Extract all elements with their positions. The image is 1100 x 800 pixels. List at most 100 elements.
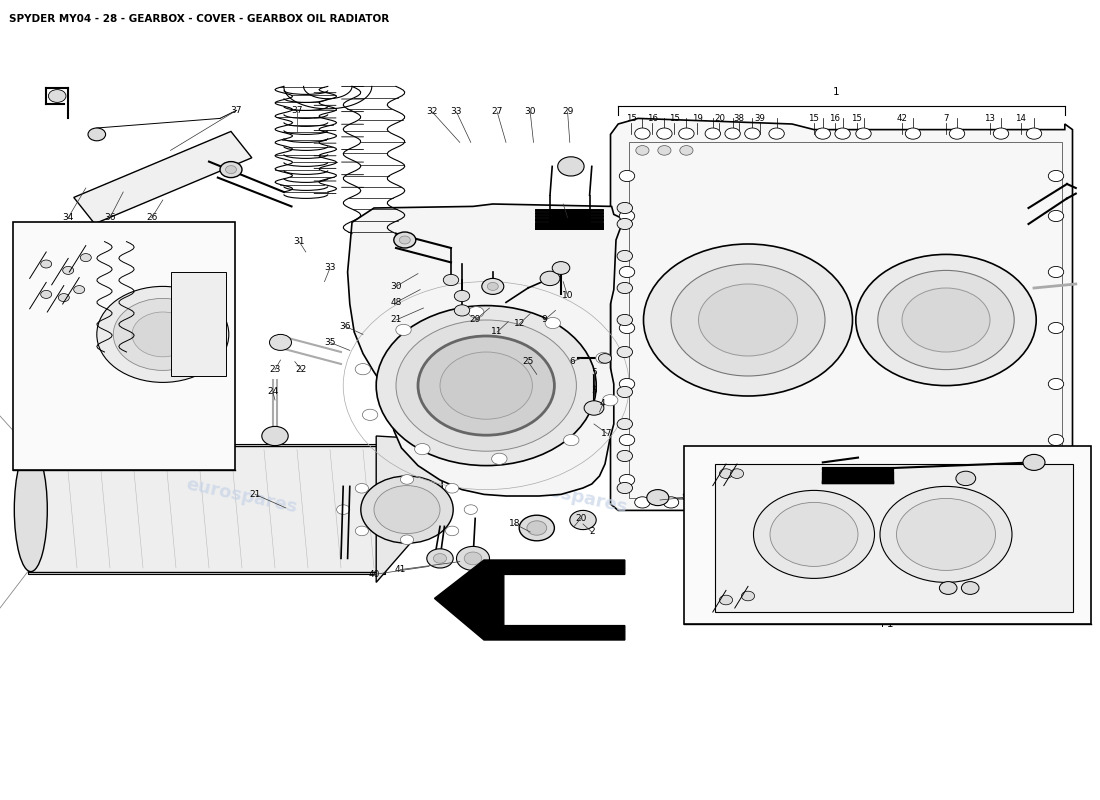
Circle shape <box>1048 378 1064 390</box>
Circle shape <box>679 128 694 139</box>
Text: 17: 17 <box>602 429 613 438</box>
Text: 37: 37 <box>231 106 242 115</box>
Circle shape <box>705 128 720 139</box>
Circle shape <box>546 318 561 329</box>
Circle shape <box>725 128 740 139</box>
Circle shape <box>113 298 212 370</box>
Text: 3: 3 <box>591 386 597 395</box>
Circle shape <box>399 236 410 244</box>
Circle shape <box>603 394 618 406</box>
Circle shape <box>878 270 1014 370</box>
Circle shape <box>226 166 236 174</box>
Text: 25: 25 <box>522 357 534 366</box>
Text: 35: 35 <box>324 338 336 347</box>
Circle shape <box>647 490 669 506</box>
Text: 8: 8 <box>681 493 688 502</box>
Circle shape <box>396 320 576 451</box>
Circle shape <box>657 128 672 139</box>
Circle shape <box>570 510 596 530</box>
Text: 30: 30 <box>390 282 402 291</box>
Text: 10: 10 <box>562 291 573 301</box>
Circle shape <box>835 128 850 139</box>
Text: USA: USA <box>104 448 133 461</box>
Circle shape <box>527 521 547 535</box>
Polygon shape <box>629 142 1062 498</box>
Circle shape <box>751 497 767 508</box>
Polygon shape <box>28 444 385 458</box>
Text: 20: 20 <box>575 514 586 523</box>
Circle shape <box>617 450 632 462</box>
Circle shape <box>464 552 482 565</box>
Circle shape <box>355 526 368 536</box>
Text: 21: 21 <box>390 315 402 325</box>
Text: 6: 6 <box>569 357 575 366</box>
Text: 7: 7 <box>944 114 948 123</box>
Text: 37: 37 <box>292 106 302 115</box>
Text: 44: 44 <box>820 587 830 597</box>
Circle shape <box>905 128 921 139</box>
Text: 27: 27 <box>492 107 503 117</box>
Text: 48: 48 <box>390 298 402 307</box>
Circle shape <box>492 454 507 465</box>
Circle shape <box>619 210 635 222</box>
Text: 11: 11 <box>696 506 707 515</box>
Circle shape <box>355 363 371 374</box>
Circle shape <box>220 162 242 178</box>
Text: 33: 33 <box>102 223 113 233</box>
Circle shape <box>719 469 733 478</box>
Circle shape <box>939 582 957 594</box>
Circle shape <box>617 346 632 358</box>
Text: 36: 36 <box>104 213 116 222</box>
Text: 29: 29 <box>41 442 52 451</box>
Circle shape <box>337 505 350 514</box>
Text: 5: 5 <box>591 367 597 377</box>
Circle shape <box>619 266 635 278</box>
Circle shape <box>745 128 760 139</box>
Circle shape <box>1048 434 1064 446</box>
Circle shape <box>433 554 447 563</box>
Text: 47: 47 <box>786 450 798 459</box>
Bar <box>715 464 1072 612</box>
Circle shape <box>584 401 604 415</box>
Text: 29: 29 <box>16 223 28 233</box>
Text: 36: 36 <box>340 322 351 331</box>
Text: 33: 33 <box>324 263 336 273</box>
Polygon shape <box>28 446 385 572</box>
Circle shape <box>617 314 632 326</box>
Circle shape <box>41 260 52 268</box>
Circle shape <box>41 290 52 298</box>
Circle shape <box>1026 128 1042 139</box>
Text: 50: 50 <box>76 223 87 233</box>
Circle shape <box>617 250 632 262</box>
Text: 30: 30 <box>16 442 28 451</box>
Circle shape <box>636 146 649 155</box>
Circle shape <box>671 264 825 376</box>
Circle shape <box>815 128 830 139</box>
Circle shape <box>80 254 91 262</box>
Text: 22: 22 <box>296 365 307 374</box>
Circle shape <box>894 497 910 508</box>
Circle shape <box>644 244 852 396</box>
Text: 15: 15 <box>669 114 680 123</box>
Circle shape <box>617 418 632 430</box>
Circle shape <box>74 286 85 294</box>
Text: 18: 18 <box>509 519 520 529</box>
Circle shape <box>1048 474 1064 486</box>
Circle shape <box>396 324 411 335</box>
Text: 33: 33 <box>451 107 462 117</box>
Text: 42: 42 <box>896 114 907 123</box>
Circle shape <box>418 336 554 435</box>
Text: 40: 40 <box>368 570 379 579</box>
Text: 21: 21 <box>250 490 261 499</box>
Circle shape <box>355 483 368 493</box>
Circle shape <box>754 490 875 578</box>
Text: 19: 19 <box>692 114 703 123</box>
Text: 30: 30 <box>525 107 536 117</box>
Circle shape <box>558 157 584 176</box>
Text: 14: 14 <box>1015 114 1026 123</box>
Circle shape <box>619 322 635 334</box>
Text: 12: 12 <box>514 319 525 329</box>
Circle shape <box>394 232 416 248</box>
Text: 45: 45 <box>811 450 822 459</box>
Circle shape <box>1048 322 1064 334</box>
